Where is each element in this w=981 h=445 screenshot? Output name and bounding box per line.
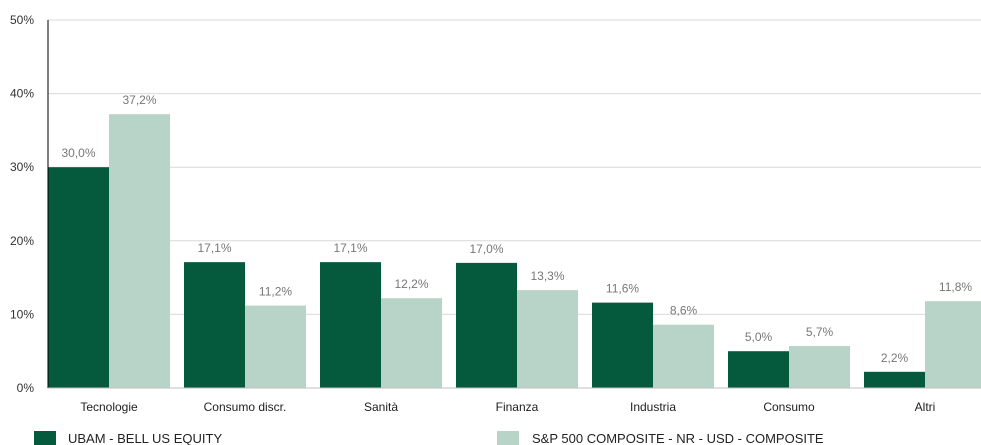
y-tick-label: 40%: [10, 87, 34, 101]
data-label: 2,2%: [881, 351, 909, 365]
y-tick-label: 10%: [10, 307, 34, 321]
bar-series-2: [925, 301, 981, 388]
data-label: 11,8%: [939, 280, 972, 294]
legend-label: S&P 500 COMPOSITE - NR - USD - COMPOSITE: [532, 431, 824, 445]
data-label: 8,6%: [670, 304, 698, 318]
data-labels: 30,0% 37,2% 17,1% 11,2% 17,1% 12,2% 17,0% 13,3%…: [61, 93, 972, 365]
x-category-label: Consumo discr.: [204, 400, 287, 414]
bar-series-1: [456, 262, 517, 388]
bar-series-1: [728, 351, 789, 388]
y-axis-ticks: 0% 10% 20% 30% 40% 50%: [10, 13, 34, 395]
x-category-label: Sanità: [364, 400, 398, 414]
data-label: 5,0%: [745, 330, 773, 344]
bar-series-2: [789, 346, 850, 388]
x-axis-categories: Tecnologie Consumo discr. Sanità Finanza Ind…: [80, 400, 935, 414]
data-label: 5,7%: [806, 325, 834, 339]
y-tick-label: 0%: [17, 381, 35, 395]
x-category-label: Industria: [630, 400, 676, 414]
x-category-label: Finanza: [496, 400, 539, 414]
legend-label: UBAM - BELL US EQUITY: [68, 431, 222, 445]
data-label: 30,0%: [61, 146, 95, 160]
data-label: 11,2%: [259, 285, 292, 299]
y-tick-label: 50%: [10, 13, 34, 27]
bar-series-1: [864, 371, 925, 388]
bar-series-2: [653, 324, 714, 388]
data-label: 17,1%: [197, 241, 231, 255]
bar-series-2: [109, 114, 170, 388]
bar-series-1: [184, 262, 245, 388]
bar-series-1: [48, 167, 109, 388]
bars: [48, 114, 981, 388]
x-category-label: Altri: [915, 400, 936, 414]
bar-series-1: [320, 262, 381, 388]
x-category-label: Tecnologie: [80, 400, 138, 414]
bar-series-2: [381, 298, 442, 388]
data-label: 12,2%: [394, 277, 428, 291]
bar-series-1: [592, 302, 653, 388]
data-label: 11,6%: [606, 282, 639, 296]
y-tick-label: 20%: [10, 234, 34, 248]
data-label: 17,0%: [469, 242, 503, 256]
legend-swatch: [497, 431, 519, 445]
data-label: 17,1%: [333, 241, 367, 255]
data-label: 13,3%: [530, 269, 564, 283]
x-category-label: Consumo: [763, 400, 815, 414]
legend: UBAM - BELL US EQUITY S&P 500 COMPOSITE -…: [34, 431, 824, 445]
bar-series-2: [517, 290, 578, 388]
data-label: 37,2%: [122, 93, 156, 107]
y-tick-label: 30%: [10, 160, 34, 174]
bar-series-2: [245, 305, 306, 388]
gridlines: [48, 19, 981, 315]
legend-swatch: [34, 431, 56, 445]
